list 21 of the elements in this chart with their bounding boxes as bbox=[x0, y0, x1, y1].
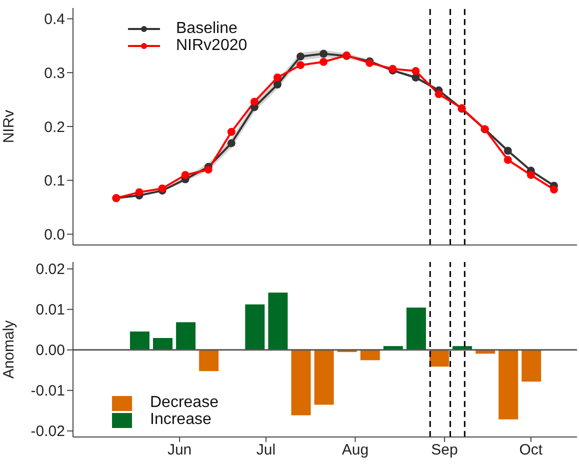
y-tick-label: 0.00 bbox=[36, 342, 65, 360]
x-tick-label: Jun bbox=[167, 442, 192, 459]
y-tick-label: -0.01 bbox=[30, 382, 65, 400]
x-tick-label: Aug bbox=[342, 442, 369, 459]
y-tick-label: 0.02 bbox=[36, 261, 65, 278]
legend-label: Increase bbox=[150, 411, 212, 428]
y-tick-label: 0.01 bbox=[36, 302, 65, 319]
x-tick-label: Sep bbox=[431, 442, 458, 459]
x-tick-label: Oct bbox=[519, 442, 544, 459]
y-tick-label: 0.1 bbox=[44, 172, 65, 190]
y-tick-label: 0.0 bbox=[44, 226, 65, 244]
y-tick-label: 0.4 bbox=[44, 11, 65, 28]
x-tick-label: Jul bbox=[256, 442, 276, 459]
y-tick-label: 0.3 bbox=[44, 64, 65, 82]
legend-label: Baseline bbox=[176, 20, 238, 37]
legend-label: Decrease bbox=[150, 394, 218, 411]
y-tick-label: 0.2 bbox=[44, 118, 65, 136]
y-axis-title: Anomaly bbox=[0, 320, 18, 379]
y-axis-title: NIRv bbox=[0, 109, 18, 144]
legend-label: NIRv2020 bbox=[176, 37, 248, 54]
y-tick-label: -0.02 bbox=[30, 423, 65, 440]
